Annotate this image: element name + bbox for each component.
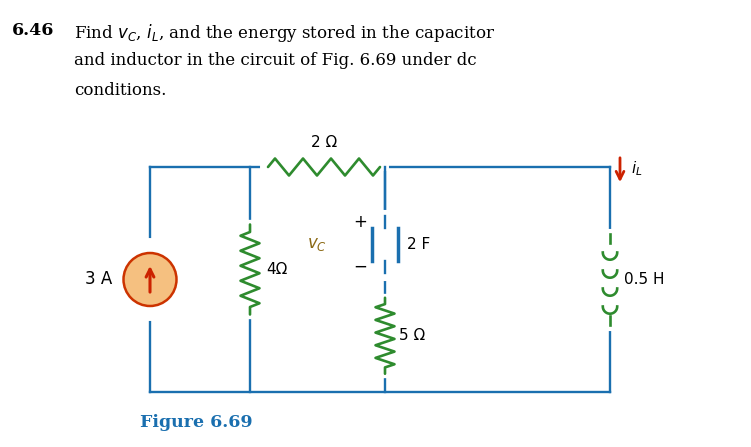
Text: Figure 6.69: Figure 6.69 [140,414,252,431]
Text: 2 F: 2 F [407,237,430,252]
Text: $v_C$: $v_C$ [307,236,327,253]
Text: 0.5 H: 0.5 H [624,272,665,287]
Text: +: + [353,214,367,232]
Text: 3 A: 3 A [85,270,112,288]
Text: 4Ω: 4Ω [266,262,288,277]
Text: 2 Ω: 2 Ω [311,135,337,150]
Text: −: − [353,257,367,275]
Circle shape [123,253,176,306]
Text: and inductor in the circuit of Fig. 6.69 under dc: and inductor in the circuit of Fig. 6.69… [74,52,477,69]
Text: 6.46: 6.46 [12,22,54,39]
Text: $i_L$: $i_L$ [631,160,643,178]
Text: conditions.: conditions. [74,82,167,99]
Text: Find $v_C$, $i_L$, and the energy stored in the capacitor: Find $v_C$, $i_L$, and the energy stored… [74,22,495,44]
Text: 5 Ω: 5 Ω [399,328,425,343]
